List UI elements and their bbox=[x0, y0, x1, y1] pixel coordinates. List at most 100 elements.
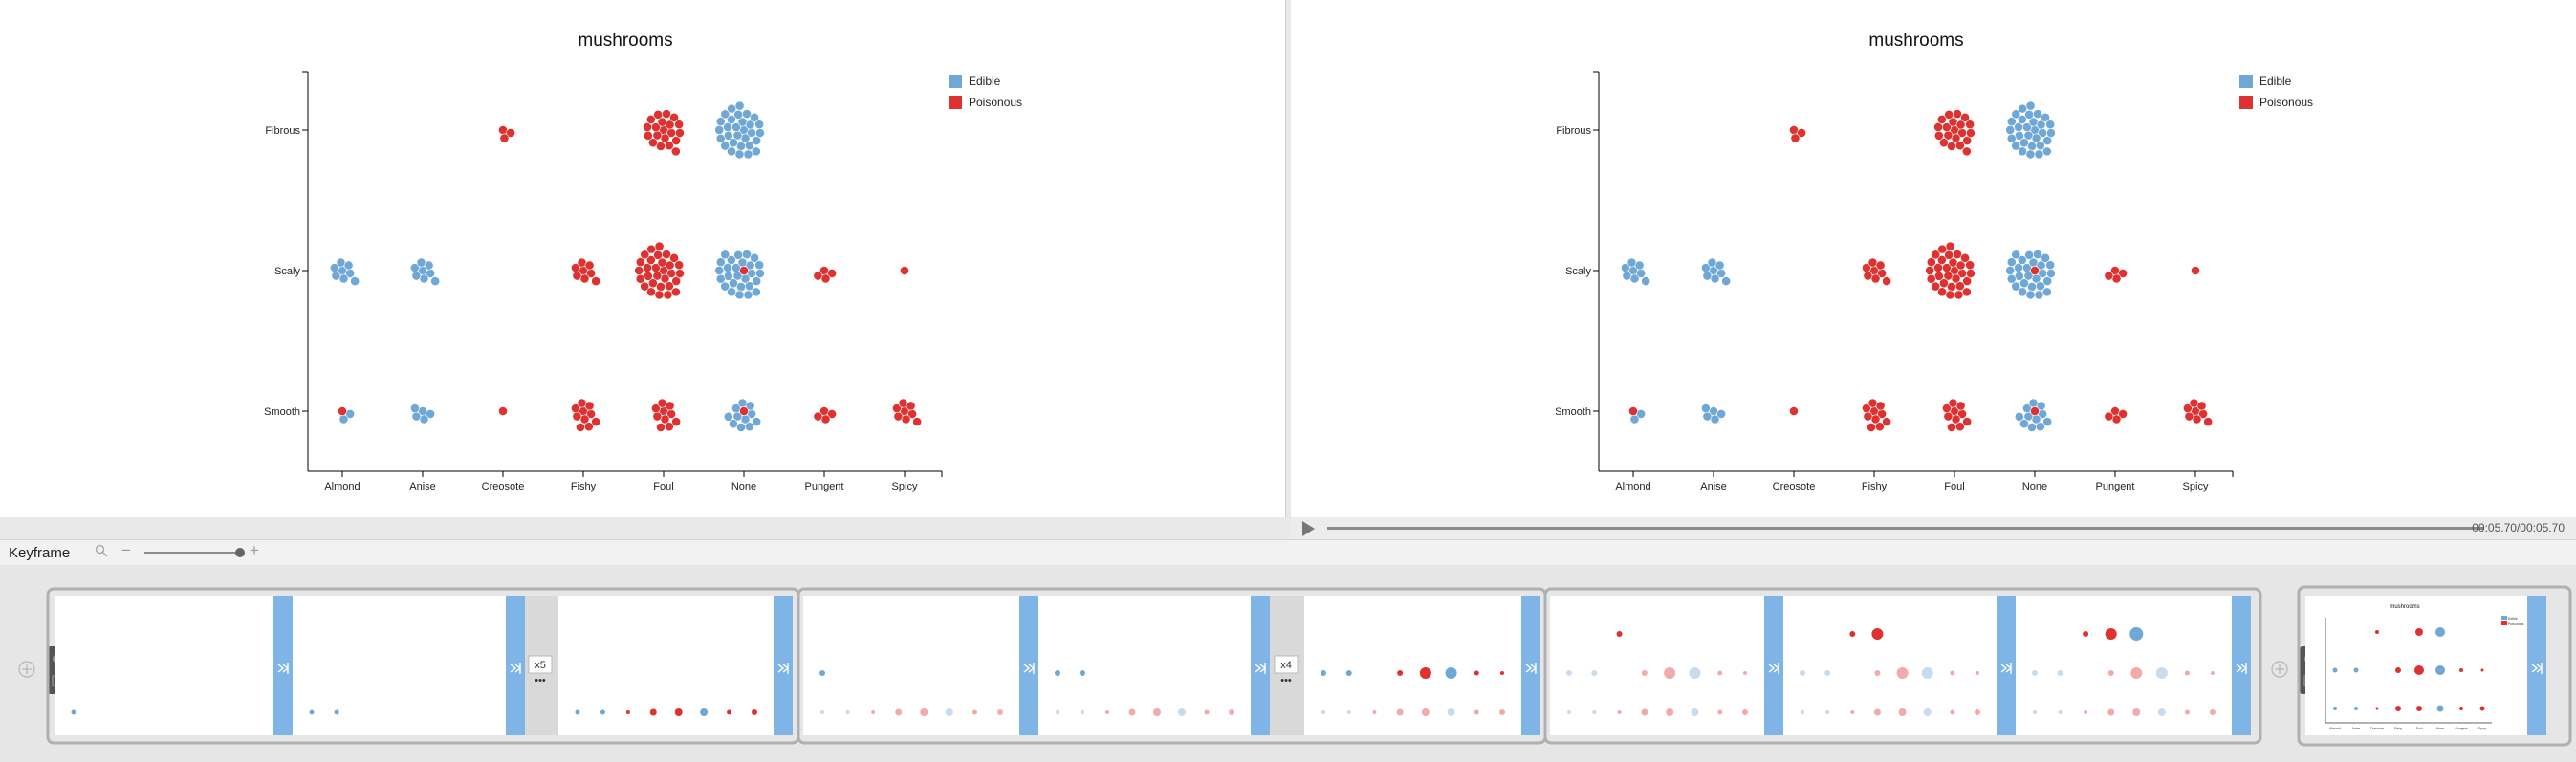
data-point-poisonous bbox=[1966, 128, 1976, 138]
plus-circle-icon[interactable] bbox=[2271, 661, 2288, 678]
transition-bar[interactable] bbox=[1521, 596, 1540, 735]
keyframe-thumbnail[interactable] bbox=[2016, 596, 2232, 735]
data-point-edible bbox=[744, 422, 754, 432]
plus-circle-icon[interactable] bbox=[18, 661, 35, 678]
transition-bar[interactable] bbox=[2232, 596, 2251, 735]
repeat-badge[interactable] bbox=[528, 655, 553, 674]
thumbnail-point bbox=[1850, 710, 1855, 714]
transition-bar[interactable] bbox=[1997, 596, 2016, 735]
legend-swatch-poisonous bbox=[2239, 96, 2253, 109]
legend-swatch-edible bbox=[949, 75, 962, 88]
data-point-poisonous bbox=[572, 271, 582, 281]
transition-bar[interactable] bbox=[1019, 596, 1038, 735]
y-tick-label-smooth: Smooth bbox=[264, 406, 300, 418]
data-point-poisonous bbox=[2118, 269, 2128, 278]
data-point-edible bbox=[742, 109, 752, 119]
data-point-edible bbox=[410, 263, 420, 272]
data-point-poisonous bbox=[663, 290, 673, 300]
data-point-edible bbox=[2036, 120, 2046, 130]
play-icon[interactable] bbox=[1302, 521, 1315, 536]
final-keyframe-group[interactable] bbox=[2297, 585, 2572, 747]
data-point-poisonous bbox=[739, 406, 749, 416]
zoom-slider-handle[interactable] bbox=[235, 548, 245, 557]
keyframe-thumbnail[interactable] bbox=[55, 596, 273, 735]
data-point-poisonous bbox=[670, 287, 681, 297]
y-tick-label-scaly: Scaly bbox=[1565, 266, 1591, 277]
data-point-poisonous bbox=[1933, 130, 1944, 141]
data-point-poisonous bbox=[1875, 260, 1886, 271]
keyframe-thumbnail[interactable] bbox=[558, 596, 774, 735]
zoom-in-icon[interactable]: + bbox=[250, 541, 259, 559]
data-point-edible bbox=[723, 122, 732, 132]
keyframe-thumbnail[interactable] bbox=[803, 596, 1019, 735]
data-point-poisonous bbox=[645, 115, 656, 124]
data-point-edible bbox=[1641, 276, 1651, 286]
data-point-edible bbox=[723, 263, 732, 272]
skip-forward-icon bbox=[510, 663, 522, 674]
data-point-poisonous bbox=[338, 406, 347, 416]
time-readout: 00:05.70/00:05.70 bbox=[2472, 521, 2565, 534]
keyframe-thumbnail[interactable] bbox=[1783, 596, 1997, 735]
data-point-edible bbox=[1621, 263, 1630, 272]
preview-chart-panel: mushrooms Smooth Scaly Fibrous Almond Anise Cr… bbox=[1291, 0, 2576, 517]
data-point-edible bbox=[2036, 260, 2046, 271]
zoom-out-icon[interactable]: − bbox=[121, 541, 131, 559]
transition-bar[interactable] bbox=[1764, 596, 1783, 735]
data-point-edible bbox=[734, 100, 745, 111]
data-point-poisonous bbox=[654, 241, 665, 251]
playback-scrubber[interactable] bbox=[1327, 527, 2484, 530]
data-point-poisonous bbox=[651, 403, 661, 413]
thumbnail-point bbox=[700, 708, 709, 716]
transition-bar[interactable] bbox=[506, 596, 525, 735]
transition-bar[interactable] bbox=[273, 596, 293, 735]
keyframe-thumbnail[interactable] bbox=[1038, 596, 1251, 735]
data-point-edible bbox=[2041, 252, 2050, 263]
legend-label-poisonous: Poisonous bbox=[969, 96, 1022, 109]
data-point-edible bbox=[726, 255, 736, 265]
thumbnail-point bbox=[2395, 667, 2401, 673]
data-point-edible bbox=[2006, 273, 2017, 284]
keyframe-thumbnail[interactable] bbox=[1550, 596, 1764, 735]
data-point-poisonous bbox=[1947, 423, 1956, 432]
data-point-poisonous bbox=[674, 260, 685, 271]
keyframe-group-3[interactable] bbox=[1543, 587, 2262, 745]
keyframe-thumbnail[interactable] bbox=[293, 596, 506, 735]
x-tick-label-creosote: Creosote bbox=[482, 481, 525, 492]
thumbnail-point bbox=[1396, 708, 1404, 716]
data-point-edible bbox=[1701, 403, 1711, 413]
transition-bar[interactable] bbox=[774, 596, 793, 735]
data-point-poisonous bbox=[571, 263, 580, 272]
zoom-slider[interactable] bbox=[144, 552, 242, 554]
x-tick-label-creosote: Creosote bbox=[1773, 481, 1816, 492]
thumbnail-point bbox=[1898, 708, 1907, 716]
data-point-edible bbox=[1702, 411, 1713, 422]
thumbnail-point bbox=[2332, 667, 2338, 673]
x-tick-label-anise: Anise bbox=[1700, 481, 1727, 492]
transition-bar[interactable] bbox=[1251, 596, 1270, 735]
data-point-poisonous bbox=[2184, 411, 2194, 422]
search-icon[interactable] bbox=[95, 544, 108, 557]
data-point-edible bbox=[1702, 271, 1713, 281]
main-chart-panel: mushrooms Smooth Scaly Fibrous Almond Anise Cr… bbox=[0, 0, 1286, 517]
repeat-badge[interactable] bbox=[1274, 655, 1299, 674]
thumbnail-point bbox=[1849, 631, 1856, 637]
data-point-poisonous bbox=[1937, 244, 1948, 254]
thumbnail-x-label: Pungent bbox=[2455, 727, 2467, 730]
thumbnail-point bbox=[1717, 670, 1723, 676]
thumbnail-point bbox=[1153, 708, 1161, 716]
thumbnail-point bbox=[1975, 709, 1980, 715]
thumbnail-point bbox=[997, 709, 1003, 715]
data-point-edible bbox=[729, 278, 738, 289]
thumbnail-point bbox=[2129, 627, 2144, 641]
thumbnail-legend-label-edible: Edible bbox=[2508, 617, 2518, 620]
data-point-poisonous bbox=[665, 260, 675, 271]
thumbnail-point bbox=[752, 709, 757, 715]
thumbnail-point bbox=[2033, 710, 2037, 714]
final-keyframe-thumbnail[interactable] bbox=[2305, 596, 2527, 735]
data-point-poisonous bbox=[1862, 403, 1871, 413]
keyframe-thumbnail[interactable] bbox=[1304, 596, 1521, 735]
data-point-edible bbox=[2035, 422, 2045, 432]
transition-bar[interactable] bbox=[2527, 596, 2546, 735]
data-point-poisonous bbox=[584, 401, 595, 411]
thumbnail-point bbox=[1825, 710, 1830, 714]
